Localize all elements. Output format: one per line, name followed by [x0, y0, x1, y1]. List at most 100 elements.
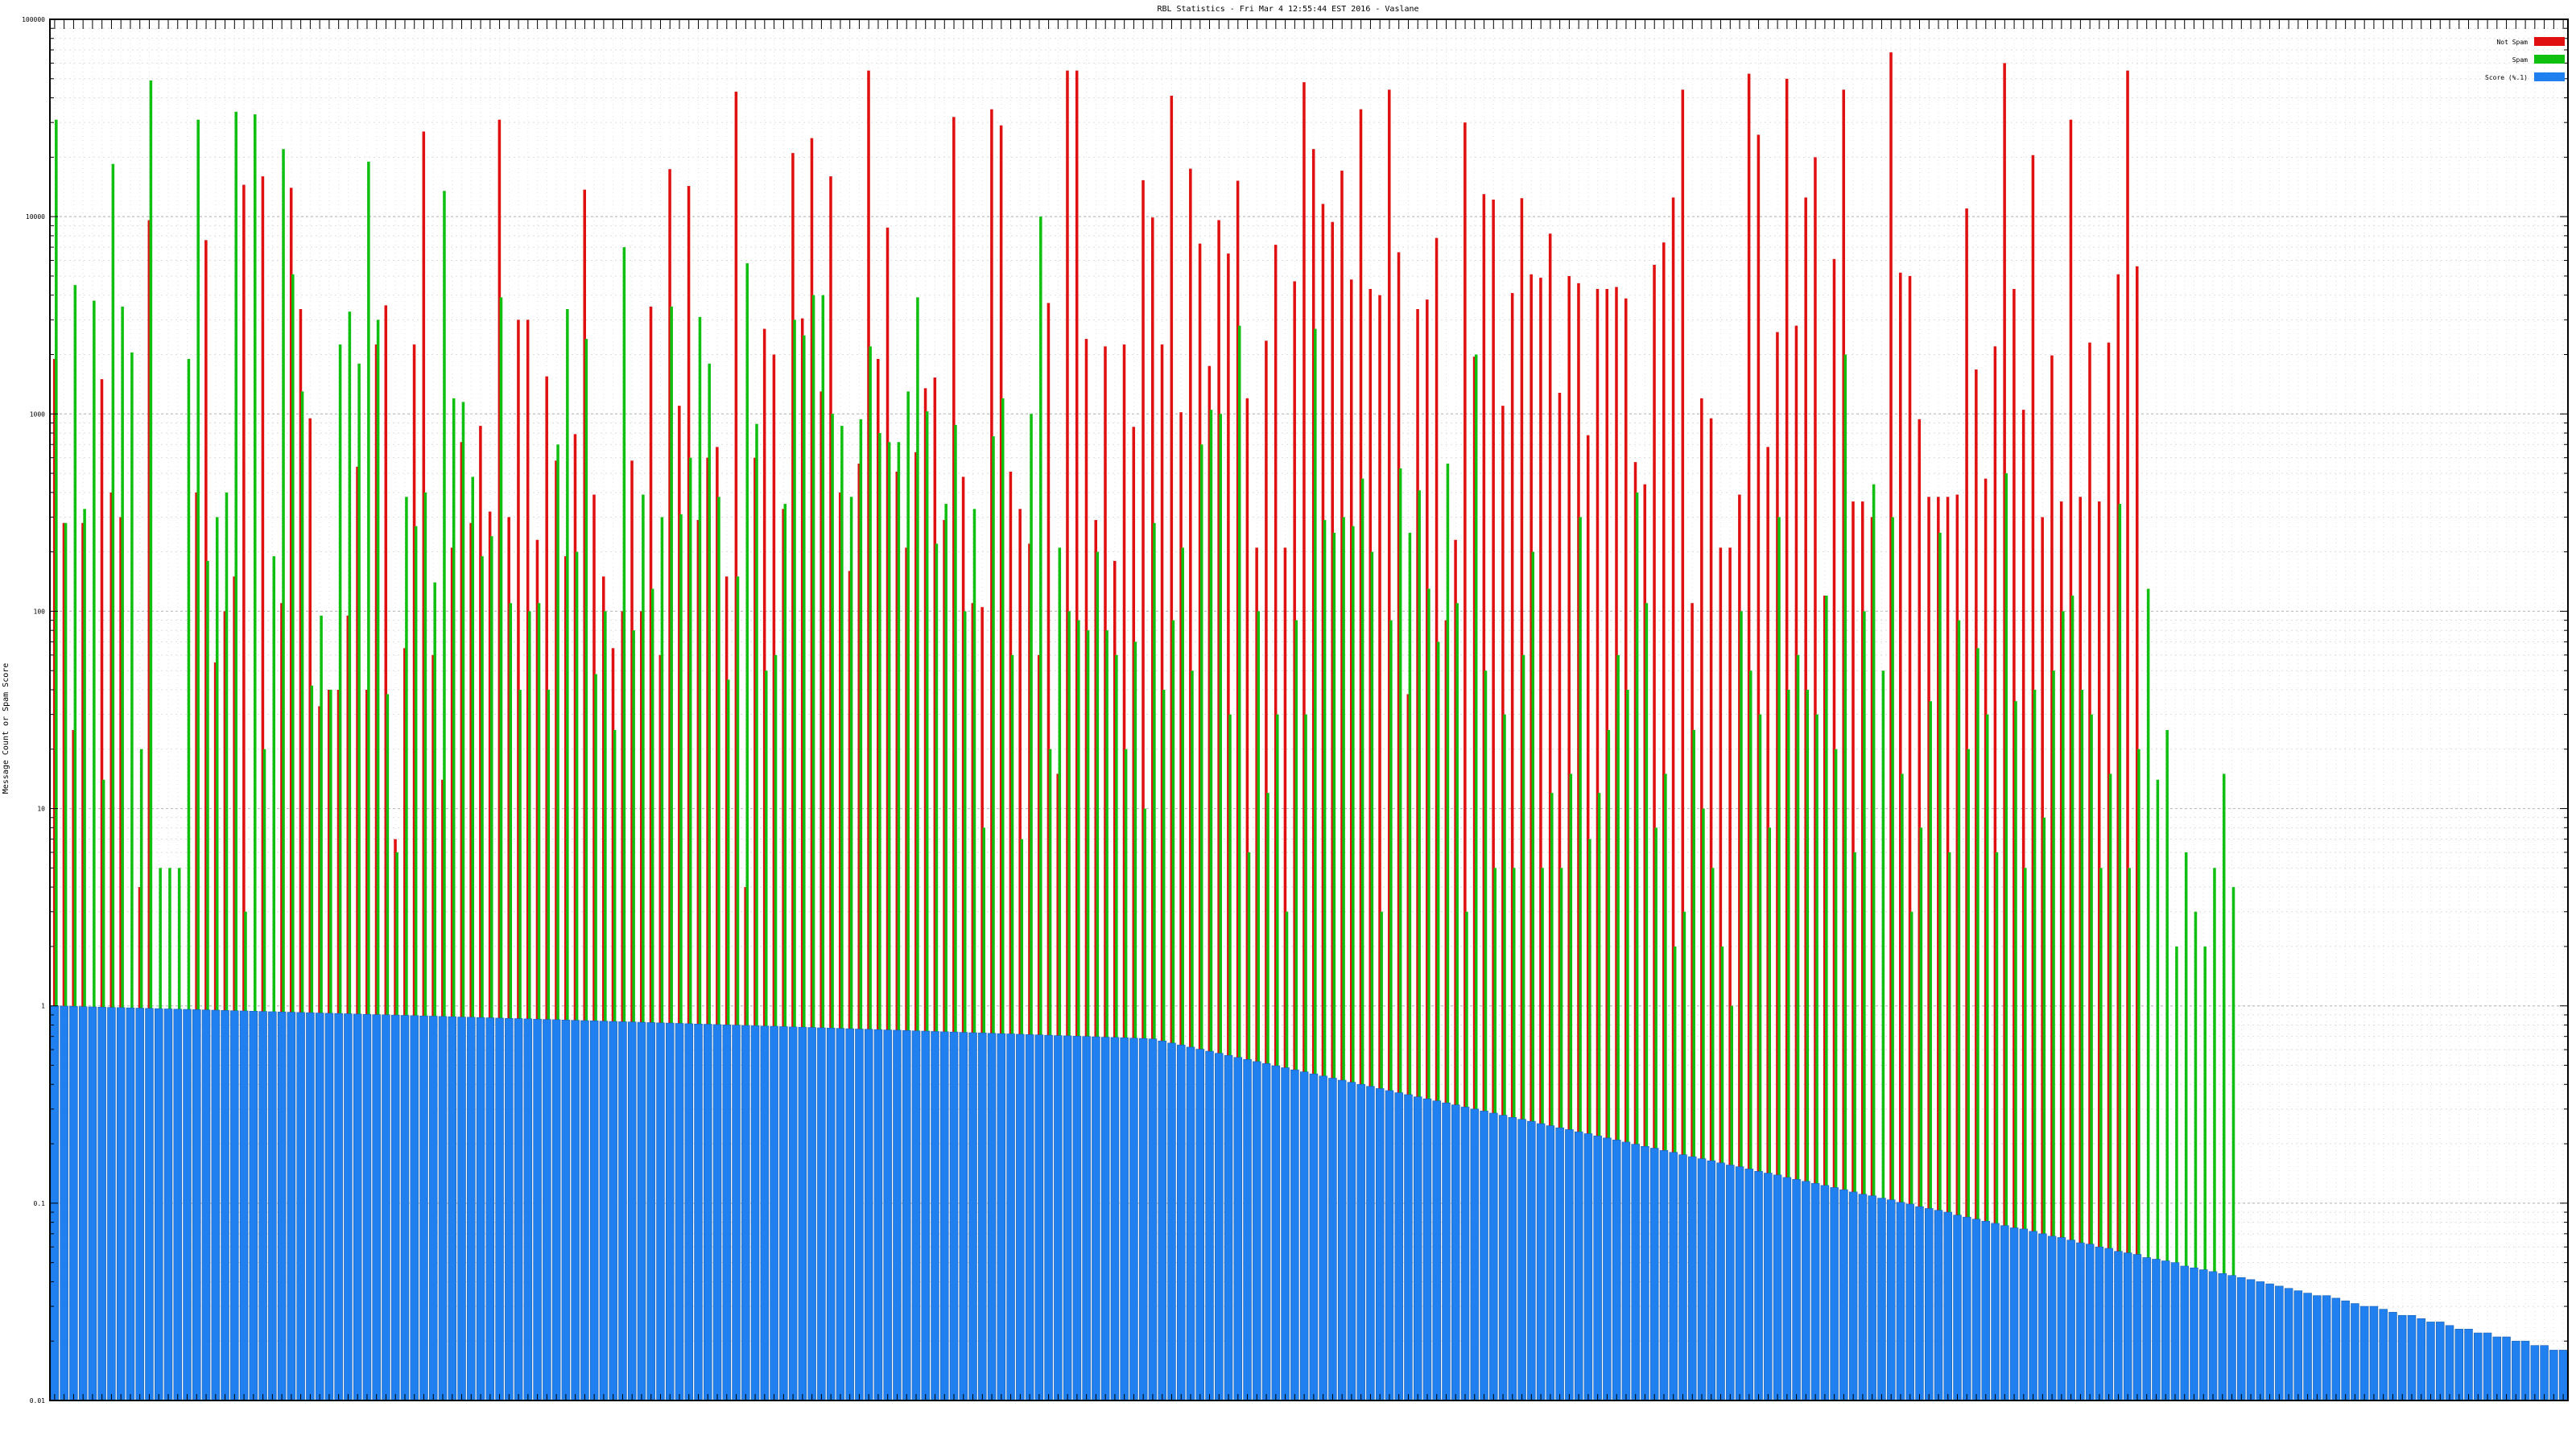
bar-score: [2426, 1322, 2435, 1401]
bar-not_spam: [422, 131, 426, 1401]
bar-not_spam: [1094, 520, 1098, 1401]
bar-spam: [1787, 689, 1790, 1400]
bar-spam: [1294, 620, 1298, 1400]
bar-score: [400, 1015, 410, 1401]
bar-not_spam: [819, 391, 823, 1401]
bar-spam: [1237, 325, 1241, 1401]
bar-spam: [1370, 551, 1374, 1400]
bar-not_spam: [1832, 258, 1836, 1400]
bar-score: [306, 1012, 315, 1401]
bar-score: [1460, 1107, 1470, 1401]
bar-score: [580, 1020, 589, 1401]
bar-spam: [1257, 611, 1261, 1400]
bar-score: [277, 1012, 287, 1401]
bar-not_spam: [280, 603, 283, 1400]
bar-score: [1782, 1177, 1792, 1401]
bar-spam: [906, 391, 910, 1401]
bar-score: [1603, 1137, 1612, 1401]
bar-score: [533, 1018, 542, 1401]
bar-spam: [566, 308, 569, 1401]
bar-score: [419, 1015, 428, 1401]
bar-score: [1034, 1034, 1044, 1401]
bar-not_spam: [829, 176, 832, 1401]
bar-not_spam: [999, 125, 1003, 1400]
bar-spam: [1692, 730, 1695, 1400]
bar-not_spam: [1671, 197, 1675, 1400]
bar-not_spam: [1814, 157, 1817, 1400]
y-tick-label: 100000: [22, 16, 45, 23]
bar-score: [978, 1033, 987, 1401]
bar-not_spam: [2069, 119, 2073, 1400]
bar-spam: [1901, 773, 1904, 1400]
bar-spam: [130, 352, 134, 1401]
bar-spam: [1408, 532, 1412, 1400]
bar-score: [372, 1014, 381, 1401]
bar-spam: [509, 603, 513, 1400]
bar-score: [1215, 1053, 1224, 1401]
legend: Not Spam Spam Score (%.1): [2485, 37, 2565, 81]
bar-not_spam: [356, 466, 359, 1400]
bar-score: [1186, 1046, 1195, 1401]
bar-spam: [1654, 827, 1657, 1400]
bar-spam: [2184, 852, 2188, 1400]
bar-not_spam: [1388, 89, 1391, 1400]
bar-not_spam: [100, 379, 104, 1401]
bar-not_spam: [497, 119, 502, 1400]
bar-score: [1054, 1035, 1063, 1401]
bar-spam: [660, 517, 664, 1400]
bar-not_spam: [1709, 418, 1713, 1401]
bar-score: [1868, 1195, 1876, 1401]
bar-spam: [1503, 714, 1506, 1400]
bar-score: [2132, 1254, 2142, 1401]
bar-not_spam: [724, 576, 729, 1400]
bar-not_spam: [1794, 325, 1798, 1401]
bar-score: [1764, 1173, 1773, 1401]
bar-score: [1735, 1166, 1744, 1401]
bar-spam: [1834, 749, 1838, 1400]
bar-spam: [1579, 517, 1582, 1400]
bar-score: [1148, 1038, 1158, 1401]
bar-score: [1110, 1037, 1120, 1401]
bar-score: [656, 1022, 665, 1401]
bar-spam: [1957, 620, 1961, 1400]
bar-score: [873, 1029, 883, 1401]
bar-spam: [1777, 517, 1781, 1400]
bar-score: [1394, 1092, 1403, 1401]
bar-not_spam: [886, 227, 890, 1400]
bar-spam: [1332, 532, 1336, 1400]
bar-not_spam: [1265, 340, 1268, 1401]
bar-score: [732, 1025, 741, 1401]
bar-not_spam: [1615, 287, 1618, 1401]
bar-score: [429, 1016, 438, 1401]
bar-score: [1205, 1050, 1214, 1401]
bar-spam: [1181, 547, 1184, 1400]
bar-not_spam: [1463, 122, 1467, 1401]
bar-not_spam: [1955, 494, 1959, 1400]
bar-not_spam: [772, 354, 776, 1400]
bar-score: [2284, 1288, 2293, 1401]
bar-spam: [2128, 868, 2131, 1400]
bar-score: [107, 1007, 116, 1401]
bar-spam: [320, 615, 323, 1400]
bar-score: [192, 1009, 201, 1401]
bar-spam: [1919, 827, 1923, 1400]
bar-spam: [1985, 714, 1989, 1400]
bar-spam: [2146, 588, 2150, 1400]
bar-score: [2341, 1300, 2350, 1401]
bar-score: [1120, 1037, 1129, 1401]
bar-not_spam: [592, 494, 596, 1400]
bar-score: [2085, 1244, 2095, 1401]
bar-score: [2407, 1314, 2417, 1401]
bar-spam: [679, 514, 683, 1400]
bar-score: [390, 1014, 400, 1401]
bar-not_spam: [2031, 155, 2035, 1400]
bar-spam: [443, 191, 446, 1400]
bar-spam: [1909, 911, 1913, 1400]
bar-spam: [2070, 596, 2074, 1400]
bar-not_spam: [1993, 346, 1997, 1400]
bar-spam: [1607, 730, 1611, 1400]
bar-not_spam: [1198, 243, 1202, 1400]
bar-not_spam: [1719, 547, 1723, 1400]
bar-spam: [121, 306, 124, 1400]
bar-score: [2009, 1227, 2019, 1401]
